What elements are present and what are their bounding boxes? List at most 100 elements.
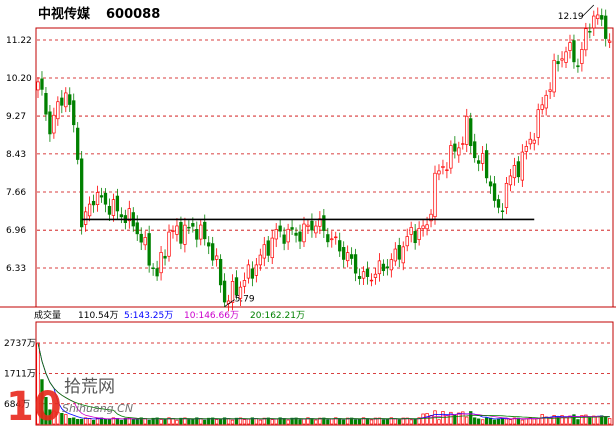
candle-body xyxy=(453,143,457,152)
volume-bar xyxy=(353,419,358,425)
candle-body xyxy=(552,59,556,93)
volume-bar xyxy=(457,412,461,425)
volume-bar xyxy=(143,418,147,425)
candle-body xyxy=(139,233,143,243)
candle-body xyxy=(163,255,167,259)
candle-body xyxy=(99,195,104,198)
candle-body xyxy=(385,266,390,269)
candle-body xyxy=(604,15,608,39)
candle-body xyxy=(397,245,401,260)
candle-body xyxy=(346,252,350,262)
volume-bar xyxy=(187,419,191,425)
volume-bar xyxy=(163,418,167,425)
candle-body xyxy=(576,65,580,68)
candle-body xyxy=(155,268,159,277)
candle-body xyxy=(103,192,108,205)
volume-bar xyxy=(552,415,556,425)
candle-body xyxy=(536,109,540,138)
candle-body xyxy=(484,150,489,179)
price-axis: 11.22 10.20 9.27 8.43 7.66 6.96 6.33 xyxy=(6,36,32,274)
volume-bar xyxy=(584,414,588,425)
volume-bar xyxy=(508,419,513,425)
volume-bar xyxy=(226,418,231,425)
candle-body xyxy=(286,228,290,243)
candle-body xyxy=(36,81,40,91)
candle-body xyxy=(218,258,223,286)
candle-body xyxy=(282,234,286,244)
annotation-pointer xyxy=(224,299,235,307)
volume-bar xyxy=(103,419,108,425)
volume-bar xyxy=(151,417,155,425)
candle-body xyxy=(477,160,481,164)
volume-bar xyxy=(218,418,223,425)
candle-body xyxy=(429,213,433,222)
candle-body xyxy=(600,15,604,20)
candle-body xyxy=(250,268,255,279)
candle-body xyxy=(111,199,116,216)
candle-body xyxy=(48,111,52,135)
candlestick-series xyxy=(36,7,612,312)
volume-bar xyxy=(330,418,334,425)
price-tick-label: 9.27 xyxy=(6,112,26,122)
candle-body xyxy=(588,31,592,33)
watermark-number: 10 xyxy=(6,384,62,427)
volume-ma-line xyxy=(37,342,610,420)
candle-body xyxy=(234,277,239,296)
candle-body xyxy=(119,214,124,218)
volume-bar xyxy=(369,419,374,425)
volume-bar xyxy=(107,418,112,425)
volume-bar xyxy=(195,417,199,425)
volume-bar xyxy=(282,418,286,425)
candle-body xyxy=(143,237,147,246)
volume-bar xyxy=(250,417,255,425)
candle-body xyxy=(365,268,370,277)
candle-body xyxy=(572,40,576,63)
volume-bar xyxy=(254,418,259,425)
volume-bar xyxy=(314,419,318,425)
candle-body xyxy=(433,172,437,218)
price-panel-frame xyxy=(35,27,614,308)
volume-bar xyxy=(361,417,366,425)
volume-panel-frame xyxy=(35,321,614,426)
volume-bar xyxy=(592,415,596,425)
volume-bar xyxy=(171,418,175,425)
volume-bar xyxy=(540,414,544,425)
volume-bar xyxy=(385,418,390,425)
volume-tick-label: 684万 xyxy=(4,400,30,410)
volume-bar xyxy=(524,418,528,425)
candle-body xyxy=(115,195,120,212)
volume-axis: 2737万 1711万 684万 xyxy=(4,339,36,410)
volume-bar xyxy=(461,411,465,425)
candle-body xyxy=(584,28,588,51)
candle-body xyxy=(330,238,334,241)
volume-bar xyxy=(496,418,501,425)
volume-bar xyxy=(405,417,409,425)
volume-bar xyxy=(425,413,429,425)
volume-bar xyxy=(318,417,322,425)
volume-bar xyxy=(480,419,485,425)
candle-body xyxy=(405,236,409,247)
candle-body xyxy=(83,211,88,225)
volume-bar xyxy=(167,417,171,425)
volume-bar xyxy=(588,417,592,425)
candle-body xyxy=(147,233,151,266)
candle-body xyxy=(203,221,207,240)
candle-body xyxy=(465,115,469,145)
volume-bar xyxy=(564,417,568,425)
candle-body xyxy=(389,259,393,271)
candle-body xyxy=(294,232,298,236)
volume-bar xyxy=(68,417,72,425)
volume-bar xyxy=(60,412,64,425)
volume-bar xyxy=(115,418,120,425)
candle-body xyxy=(461,143,465,145)
candle-body xyxy=(171,230,175,232)
volume-current: 110.54万 xyxy=(78,311,119,321)
volume-tick-label: 1711万 xyxy=(4,369,36,379)
volume-bar xyxy=(413,418,417,425)
volume-label: 成交量 xyxy=(34,309,61,321)
low-price-label: 5.79 xyxy=(235,295,255,305)
volume-bar xyxy=(266,417,270,425)
candle-body xyxy=(254,264,259,276)
volume-bar xyxy=(238,417,243,425)
